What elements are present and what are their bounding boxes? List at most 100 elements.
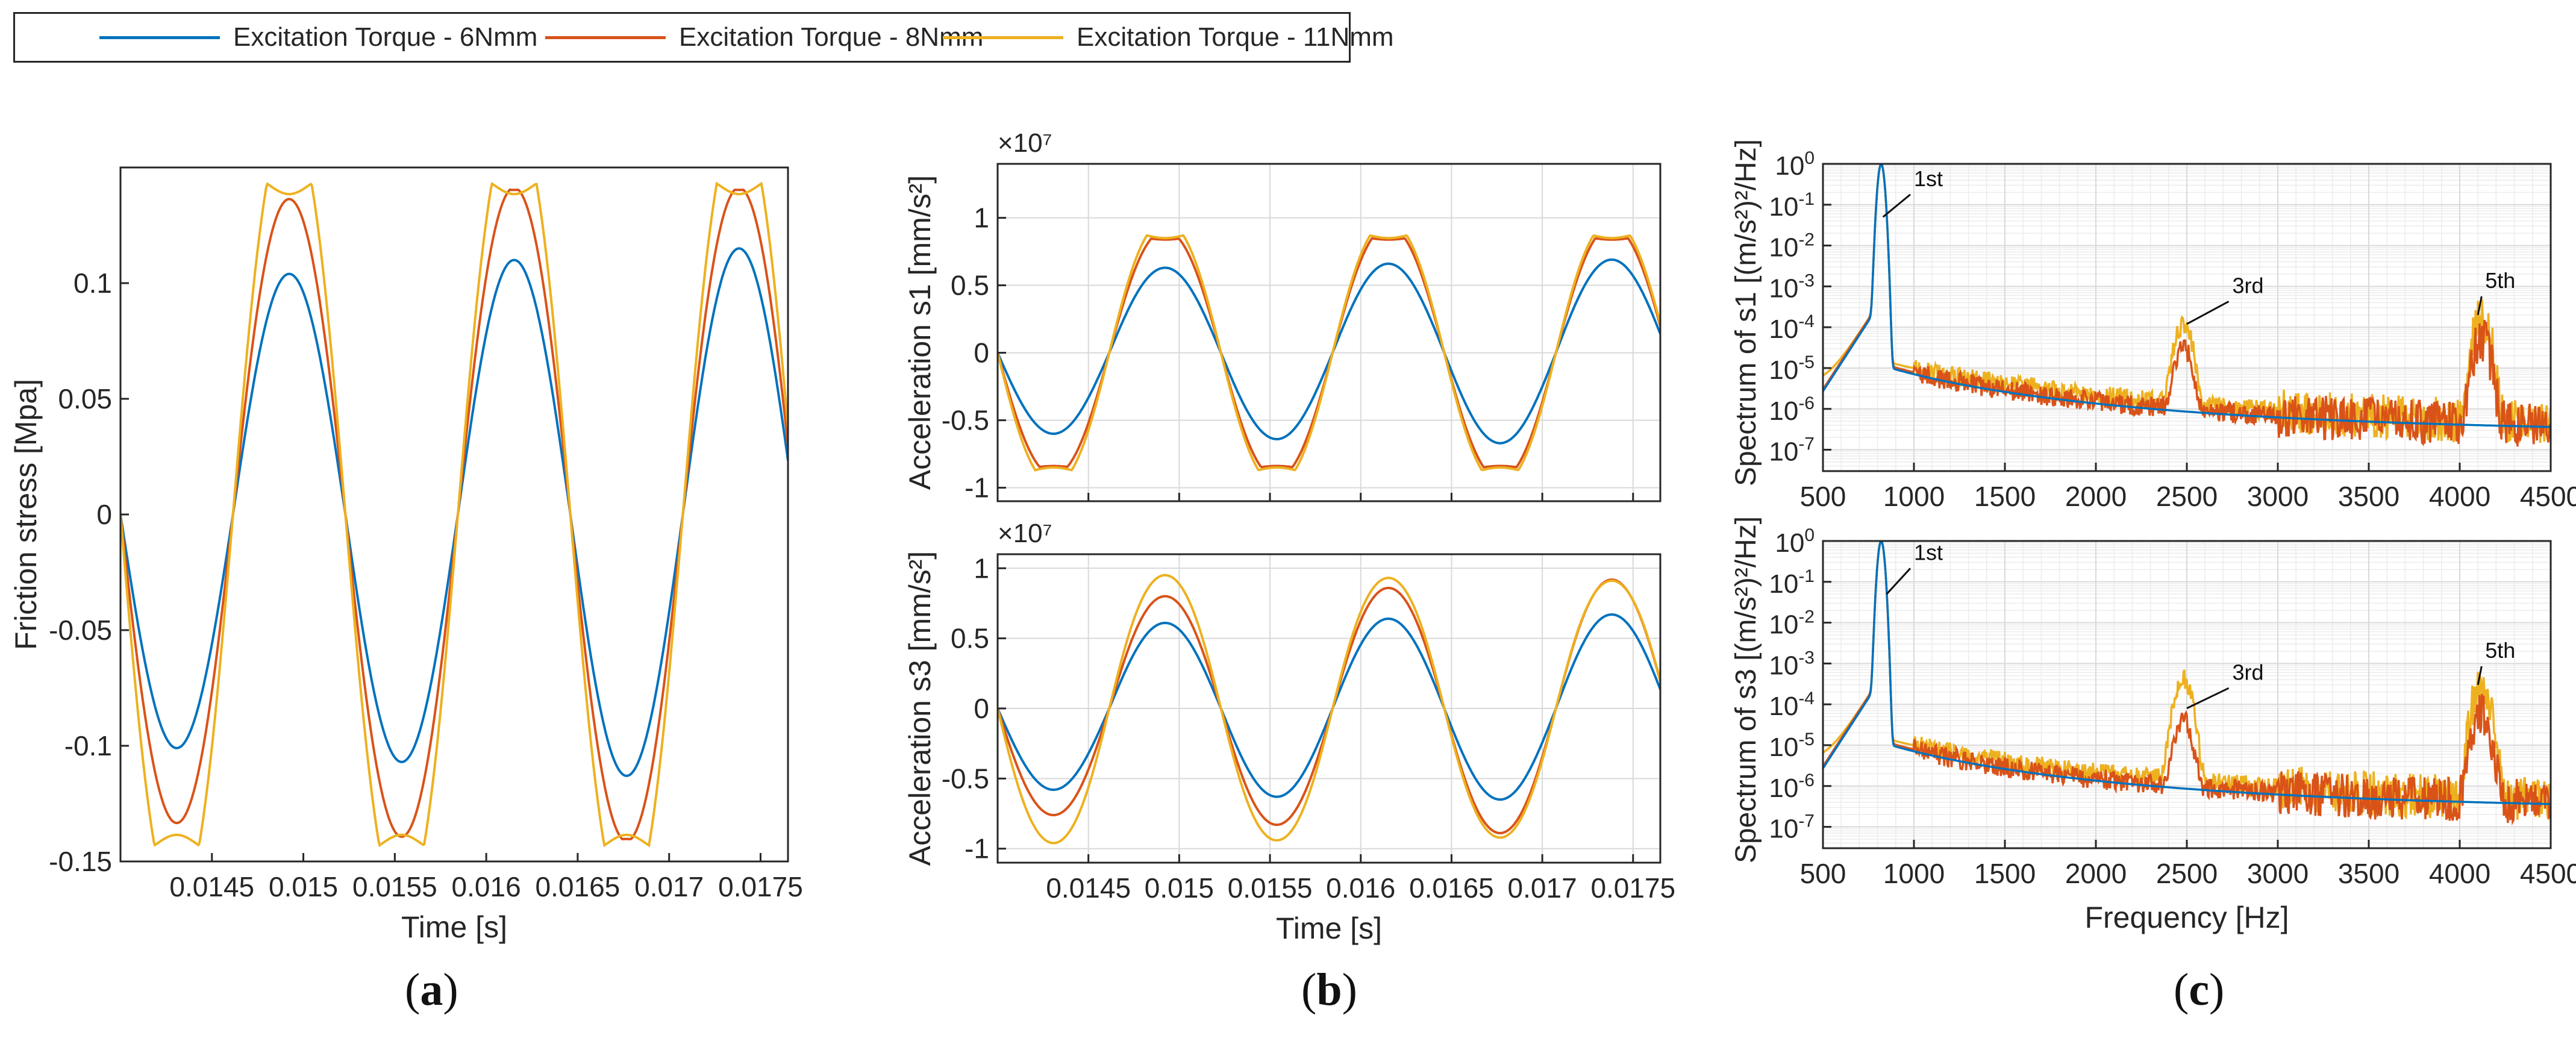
b1-series-0 <box>998 258 1660 445</box>
c1-yticklabel-7: 10-7 <box>1769 434 1815 467</box>
c3-annotation-arrow-1 <box>2186 687 2230 710</box>
a-xticklabel-5: 0.017 <box>634 871 704 902</box>
c1-annotation-1: 3rd <box>2233 273 2264 298</box>
a-xticklabel-3: 0.016 <box>452 871 521 902</box>
c1-xticklabel-8: 4500 <box>2520 481 2576 512</box>
a-xticklabel-0: 0.0145 <box>169 871 254 902</box>
c1-annotation-2: 5th <box>2485 268 2515 293</box>
b1-ylabel: Acceleration s1 [mm/s²] <box>903 175 937 490</box>
c1-xticklabel-2: 1500 <box>1974 481 2036 512</box>
c3-xticklabel-0: 500 <box>1800 858 1846 889</box>
c1-annotation-arrow-0 <box>1882 193 1911 218</box>
c1-yticklabel-0: 100 <box>1775 148 1815 181</box>
a-yticklabel-0: -0.15 <box>49 846 112 877</box>
b3-yticklabel-3: 0.5 <box>951 623 989 654</box>
legend-item-11nmm: Excitation Torque - 11Nmm <box>943 14 1394 61</box>
c3-yticklabel-2: 10-2 <box>1769 607 1815 640</box>
c1-annotation-arrow-1 <box>2186 301 2230 325</box>
b1-yticklabel-2: 0 <box>974 337 989 369</box>
a-series-2 <box>120 181 788 848</box>
legend-swatch-11nmm <box>943 36 1063 39</box>
b3-yticklabel-4: 1 <box>974 552 989 584</box>
c3-xticklabel-5: 3000 <box>2247 858 2309 889</box>
panel-label-c: (c) <box>2174 964 2225 1015</box>
legend-swatch-8nmm <box>545 36 666 39</box>
c3-xticklabel-3: 2000 <box>2065 858 2127 889</box>
b3-yticklabel-1: -0.5 <box>942 763 989 794</box>
a-yticklabel-4: 0.05 <box>58 383 112 414</box>
c3-series-1 <box>1823 541 2551 826</box>
c1-yticklabel-3: 10-3 <box>1769 270 1815 303</box>
c1-series-1 <box>1823 164 2551 447</box>
b1-multiplier: ×10⁷ <box>998 128 1052 158</box>
a-series-0 <box>120 247 788 777</box>
b3-series-2 <box>998 574 1660 845</box>
c3-yticklabel-5: 10-5 <box>1769 730 1815 762</box>
c3-yticklabel-7: 10-7 <box>1769 811 1815 844</box>
legend-label-11nmm: Excitation Torque - 11Nmm <box>1077 22 1394 52</box>
b3-xlabel: Time [s] <box>1276 911 1382 945</box>
c3-series-0 <box>1823 541 2551 805</box>
c3-xlabel: Frequency [Hz] <box>2084 901 2289 934</box>
c3-annotation-arrow-0 <box>1886 567 1912 595</box>
c1-xticklabel-1: 1000 <box>1883 481 1945 512</box>
b1-yticklabel-0: -1 <box>964 472 989 504</box>
chart-legend: Excitation Torque - 6Nmm Excitation Torq… <box>13 12 1394 63</box>
b1-yticklabel-3: 0.5 <box>951 270 989 301</box>
a-xticklabel-1: 0.015 <box>269 871 338 902</box>
a-xticklabel-4: 0.0165 <box>536 871 621 902</box>
axes-frame-b1 <box>996 163 1662 502</box>
a-yticklabel-3: 0 <box>96 499 112 530</box>
b1-yticklabel-4: 1 <box>974 202 989 234</box>
a-series-1 <box>120 188 788 841</box>
b3-yticklabel-2: 0 <box>974 693 989 724</box>
c1-xticklabel-6: 3500 <box>2338 481 2399 512</box>
b3-yticklabel-0: -1 <box>964 833 989 864</box>
b3-xticklabel-2: 0.0155 <box>1228 872 1313 904</box>
c3-xticklabel-8: 4500 <box>2520 858 2576 889</box>
c1-xticklabel-7: 4000 <box>2429 481 2490 512</box>
b3-multiplier: ×10⁷ <box>998 519 1052 548</box>
c3-annotation-2: 5th <box>2485 638 2515 663</box>
a-yticklabel-2: -0.05 <box>49 614 112 646</box>
b3-xticklabel-1: 0.015 <box>1145 872 1214 904</box>
a-ylabel: Friction stress [Mpa] <box>9 379 43 650</box>
c3-ylabel: Spectrum of s3 [(m/s²)²/Hz] <box>1730 516 1762 863</box>
b1-series-2 <box>998 234 1660 472</box>
c3-yticklabel-0: 100 <box>1775 525 1815 558</box>
c1-xticklabel-0: 500 <box>1800 481 1846 512</box>
panel-label-b: (b) <box>1301 964 1357 1015</box>
b3-xticklabel-3: 0.016 <box>1326 872 1395 904</box>
c3-yticklabel-4: 10-4 <box>1769 689 1815 721</box>
c3-xticklabel-4: 2500 <box>2156 858 2218 889</box>
c1-xticklabel-4: 2500 <box>2156 481 2218 512</box>
b3-xticklabel-5: 0.017 <box>1508 872 1577 904</box>
c1-annotation-0: 1st <box>1914 166 1943 191</box>
c1-ylabel: Spectrum of s1 [(m/s²)²/Hz] <box>1730 139 1762 486</box>
legend-item-6nmm: Excitation Torque - 6Nmm <box>99 14 537 61</box>
c3-xticklabel-1: 1000 <box>1883 858 1945 889</box>
legend-item-8nmm: Excitation Torque - 8Nmm <box>545 14 983 61</box>
legend-swatch-6nmm <box>99 36 220 39</box>
b3-series-0 <box>998 613 1660 801</box>
legend-label-8nmm: Excitation Torque - 8Nmm <box>679 22 984 52</box>
c3-xticklabel-7: 4000 <box>2429 858 2490 889</box>
b3-xticklabel-6: 0.0175 <box>1590 872 1675 904</box>
b1-yticklabel-1: -0.5 <box>942 405 989 436</box>
c1-yticklabel-1: 10-1 <box>1769 189 1815 222</box>
axes-frame-a <box>119 166 789 863</box>
c1-yticklabel-5: 10-5 <box>1769 352 1815 385</box>
c3-yticklabel-6: 10-6 <box>1769 770 1815 803</box>
a-xticklabel-6: 0.0175 <box>718 871 803 902</box>
c1-yticklabel-4: 10-4 <box>1769 311 1815 344</box>
panel-label-a: (a) <box>405 964 458 1015</box>
c3-annotation-arrow-2 <box>2477 666 2483 686</box>
c1-xticklabel-5: 3000 <box>2247 481 2309 512</box>
b3-xticklabel-4: 0.0165 <box>1409 872 1494 904</box>
a-xticklabel-2: 0.0155 <box>352 871 437 902</box>
c1-yticklabel-2: 10-2 <box>1769 230 1815 263</box>
c1-series-0 <box>1823 164 2551 428</box>
c3-annotation-1: 3rd <box>2233 660 2264 684</box>
b3-ylabel: Acceleration s3 [mm/s²] <box>903 551 937 866</box>
